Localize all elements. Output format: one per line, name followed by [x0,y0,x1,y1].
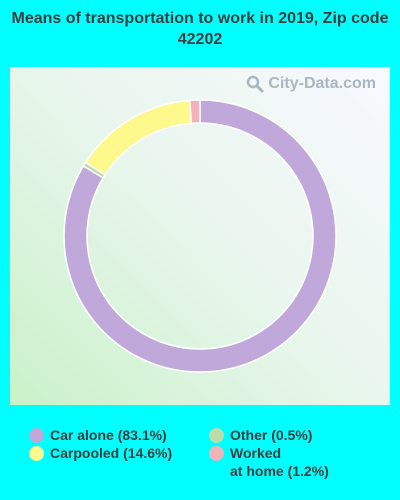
legend-item-other: Other (0.5%) [209,426,380,444]
legend-swatch [209,428,224,443]
donut-chart [63,99,337,373]
legend-item-worked-at-home: Worked at home (1.2%) [209,444,380,480]
watermark: City-Data.com [246,75,376,93]
magnifier-icon [247,75,264,93]
legend-item-car-alone: Car alone (83.1%) [29,426,200,444]
donut-slice-worked-at-home [188,99,201,125]
plot-area: City-Data.com [10,67,390,405]
donut-slice-car-alone [63,99,337,373]
legend-label: Worked at home (1.2%) [230,445,329,479]
legend-swatch [209,446,224,461]
legend-label: Car alone (83.1%) [50,427,167,443]
legend: Car alone (83.1%) Other (0.5%) Carpooled… [0,424,400,494]
legend-item-carpooled: Carpooled (14.6%) [29,444,200,462]
donut-slice-carpooled [84,99,193,176]
legend-label: Carpooled (14.6%) [50,445,173,461]
legend-swatch [29,428,44,443]
legend-swatch [29,446,44,461]
chart-title: Means of transportation to work in 2019,… [11,10,389,48]
watermark-text: City-Data.com [268,75,376,92]
legend-label: Other (0.5%) [230,427,313,443]
